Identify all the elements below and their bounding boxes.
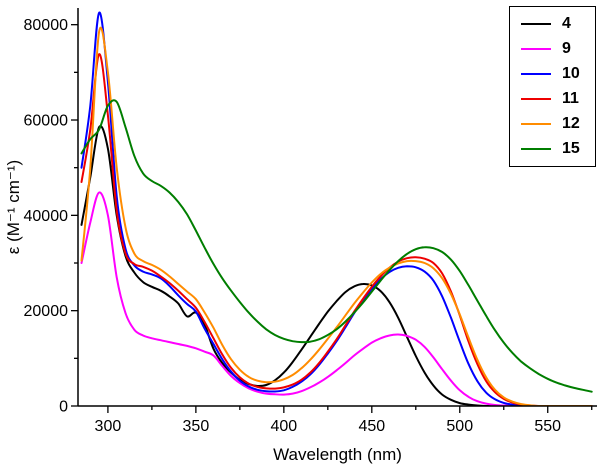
series-lines [80, 11, 593, 406]
y-tick-label: 0 [59, 399, 68, 416]
x-axis-title: Wavelength (nm) [273, 445, 402, 464]
y-axis-title: ε (M⁻¹ cm⁻¹) [4, 159, 23, 255]
tick-labels: 300 350 400 450 500 550 0 20000 40000 60000 80000 [24, 17, 562, 435]
x-tick-label: 300 [95, 418, 122, 435]
y-tick-label: 40000 [24, 208, 69, 225]
y-tick-label: 80000 [24, 17, 69, 34]
legend-item-12: 12 [521, 116, 589, 132]
series-line-11 [80, 53, 593, 406]
legend-label: 9 [562, 40, 571, 57]
series-line-10 [80, 11, 593, 406]
legend-item-11: 11 [521, 91, 589, 107]
legend-label: 11 [562, 90, 579, 107]
legend-line-swatch [521, 72, 551, 76]
legend-line-swatch [521, 147, 551, 151]
legend-item-4: 4 [521, 16, 589, 32]
legend-label: 10 [562, 65, 580, 82]
x-tick-label: 500 [446, 418, 473, 435]
legend-line-swatch [521, 22, 551, 26]
legend-label: 4 [562, 15, 571, 32]
legend-label: 12 [562, 115, 580, 132]
legend-item-10: 10 [521, 66, 589, 82]
legend-line-swatch [521, 122, 551, 126]
series-line-15 [80, 99, 593, 393]
legend-item-9: 9 [521, 41, 589, 57]
legend-label: 15 [562, 140, 580, 157]
x-tick-label: 450 [358, 418, 385, 435]
x-tick-label: 550 [534, 418, 561, 435]
y-tick-label: 60000 [24, 113, 69, 130]
legend-item-15: 15 [521, 141, 589, 157]
y-tick-label: 20000 [24, 303, 69, 320]
series-line-9 [80, 191, 593, 406]
x-tick-label: 400 [270, 418, 297, 435]
axes [77, 8, 597, 407]
series-line-4 [80, 125, 593, 406]
x-tick-label: 350 [183, 418, 210, 435]
ticks [71, 24, 593, 413]
legend-line-swatch [521, 97, 551, 101]
legend: 4 9 10 11 12 15 [509, 6, 596, 167]
legend-line-swatch [521, 47, 551, 51]
